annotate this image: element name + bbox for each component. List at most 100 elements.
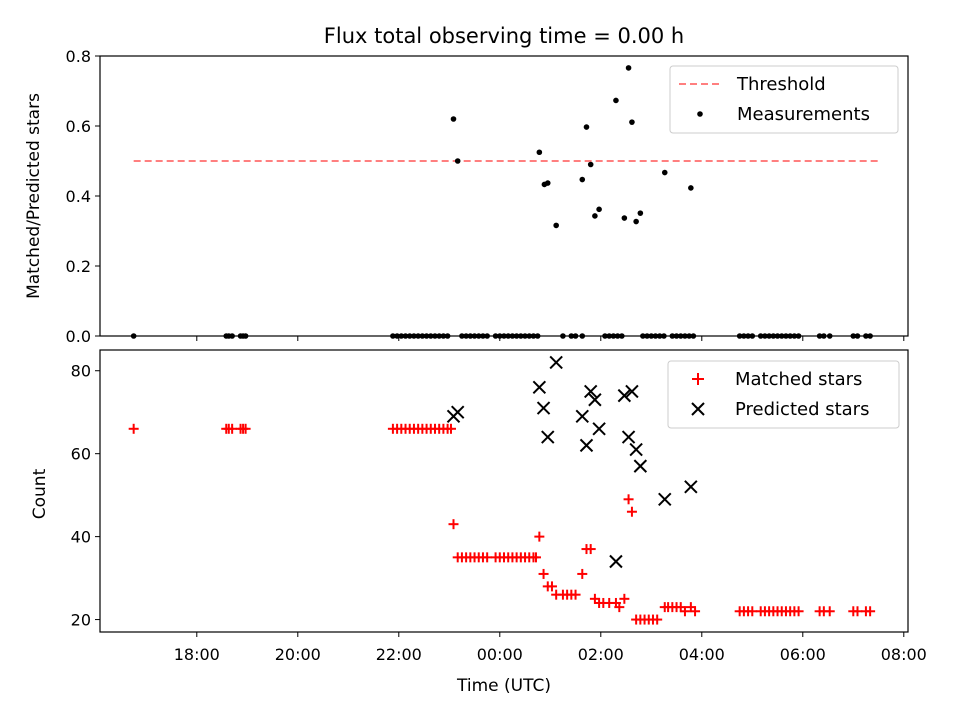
measurements-point [544, 180, 551, 186]
bottom-y-tick-label: 20 [71, 611, 91, 630]
matched-stars-point [546, 581, 557, 592]
predicted-stars-point [549, 355, 563, 370]
matched-stars-point [448, 519, 459, 530]
measurements-point [454, 158, 461, 164]
bottom-plot-area [128, 355, 876, 625]
measurements-point [661, 169, 668, 176]
matched-stars-point [445, 423, 456, 434]
top-y-tick-label: 0.2 [66, 257, 91, 276]
top-y-axis-label: Matched/Predicted stars [24, 93, 44, 299]
bottom-y-tick-label: 60 [71, 445, 91, 464]
predicted-stars-point [583, 384, 598, 399]
x-axis-label: Time (UTC) [456, 676, 551, 696]
predicted-stars-point [625, 384, 639, 399]
bottom-axes: 20 40 60 80 18:00 20:00 22:00 00:00 02:00 04:00 0… [30, 349, 927, 696]
predicted-stars-point [592, 422, 606, 436]
predicted-legend-label: Predicted stars [735, 399, 869, 420]
matched-stars-point [747, 606, 758, 617]
matched-stars-point [793, 606, 804, 617]
predicted-stars-point [629, 442, 643, 457]
matched-stars-point [530, 552, 541, 563]
predicted-stars-point [621, 430, 636, 444]
predicted-stars-point [658, 492, 672, 507]
x-tick-label: 22:00 [376, 645, 422, 664]
matched-stars-point [865, 606, 876, 617]
top-legend: Threshold Measurements [669, 65, 899, 134]
predicted-stars-point [617, 388, 632, 403]
predicted-stars-point [451, 405, 465, 419]
top-y-tick-label: 0.8 [66, 47, 91, 66]
chart-title: Flux total observing time = 0.00 h [324, 24, 684, 48]
bottom-y-tick-label: 80 [71, 362, 91, 381]
measurements-point [579, 176, 586, 183]
measurements-point [629, 119, 635, 125]
measurements-point [450, 116, 457, 122]
predicted-stars-point [579, 438, 594, 453]
top-legend-frame [669, 65, 899, 134]
predicted-stars-point [541, 430, 555, 444]
matched-stars-point [619, 593, 630, 604]
measurements-point [583, 124, 590, 130]
measurements-point [536, 149, 543, 156]
measurements-point [553, 222, 559, 229]
predicted-stars-point [575, 409, 589, 424]
bottom-legend: Matched stars Predicted stars [667, 360, 900, 429]
predicted-legend-swatch [691, 402, 705, 416]
measurements-point [592, 213, 598, 219]
measurements-legend-swatch [697, 111, 703, 117]
x-tick-label: 04:00 [679, 645, 725, 664]
matched-stars-point [538, 568, 549, 579]
measurements-point [587, 161, 594, 168]
matched-legend-label: Matched stars [735, 369, 862, 390]
matched-stars-point [679, 606, 690, 617]
measurements-point [621, 215, 628, 221]
predicted-stars-point [532, 380, 547, 395]
x-tick-label: 02:00 [578, 645, 624, 664]
predicted-stars-point [588, 393, 602, 407]
measurements-point [613, 97, 619, 104]
measurements-legend-label: Measurements [737, 104, 870, 125]
matched-stars-point [652, 614, 663, 625]
x-tick-label: 00:00 [477, 645, 523, 664]
matched-stars-point [690, 606, 701, 617]
top-y-tick-label: 0.0 [66, 327, 91, 346]
bottom-legend-frame [667, 360, 900, 429]
matched-stars-point [852, 606, 863, 617]
matched-stars-point [240, 423, 251, 434]
matched-stars-point [227, 423, 238, 434]
x-tick-label: 06:00 [780, 645, 826, 664]
top-axes: 0.00.20.40.60.8 Matched/Predicted stars … [24, 47, 909, 346]
bottom-axes-frame [99, 349, 909, 633]
bottom-x-ticks: 18:00 20:00 22:00 00:00 02:00 04:00 06:00 08:00 [174, 632, 927, 664]
matched-stars-point [824, 606, 835, 617]
bottom-y-tick-label: 40 [71, 528, 91, 547]
top-y-tick-label: 0.4 [66, 187, 91, 206]
measurements-point [596, 206, 602, 213]
matched-legend-swatch [692, 373, 704, 385]
measurements-point [625, 65, 632, 71]
threshold-legend-label: Threshold [736, 74, 826, 95]
matched-stars-point [570, 589, 581, 600]
bottom-y-axis-label: Count [30, 468, 50, 519]
predicted-stars-point [633, 459, 648, 473]
x-tick-label: 20:00 [275, 645, 321, 664]
matched-stars-point [585, 544, 596, 555]
matched-stars-point [128, 423, 139, 434]
matched-stars-point [623, 494, 634, 505]
top-y-tick-label: 0.6 [66, 117, 91, 136]
x-tick-label: 08:00 [881, 645, 927, 664]
predicted-stars-point [536, 401, 551, 415]
predicted-stars-point [684, 480, 698, 494]
top-y-ticks: 0.0 0.2 0.4 0.6 0.8 [66, 47, 100, 346]
measurements-point [688, 185, 694, 191]
measurements-point [637, 210, 644, 216]
matched-stars-point [614, 602, 625, 613]
measurements-point [633, 218, 639, 225]
matched-stars-point [534, 531, 545, 542]
matched-stars-point [577, 568, 588, 579]
matched-stars-point [482, 552, 493, 563]
top-x-ticks [196, 336, 905, 341]
x-tick-label: 18:00 [174, 645, 220, 664]
bottom-y-ticks: 20 40 60 80 [71, 362, 100, 630]
